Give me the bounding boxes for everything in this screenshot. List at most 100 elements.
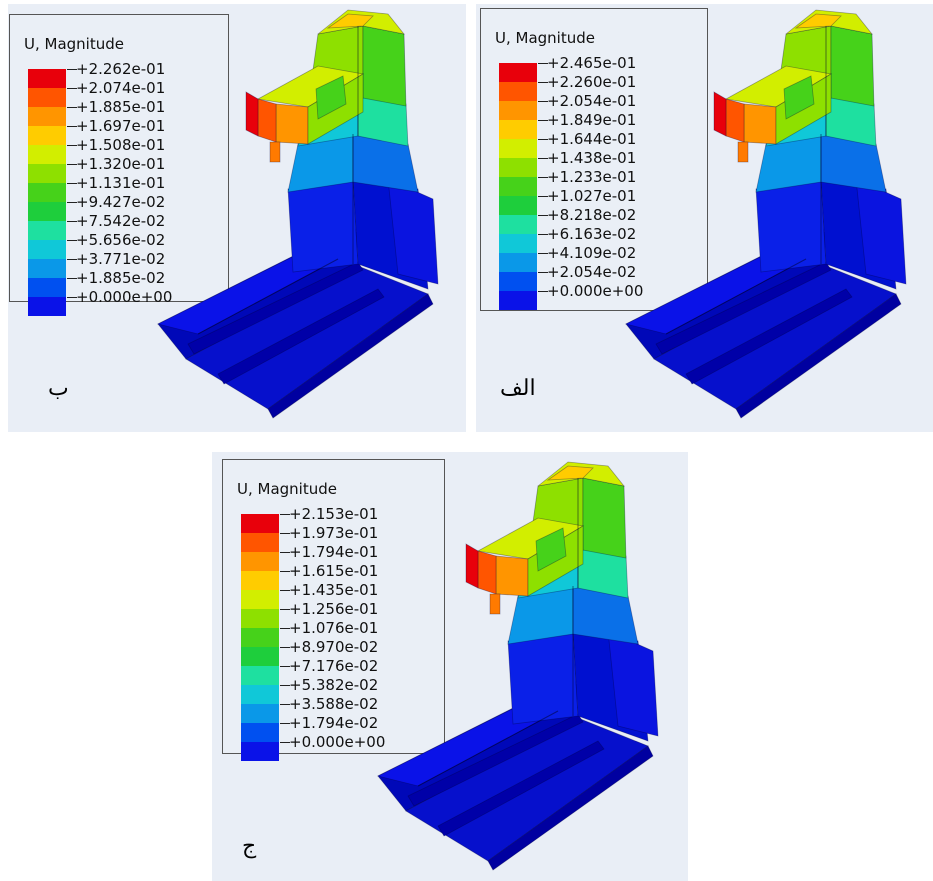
legend-swatch — [241, 647, 279, 666]
legend-tick-label: +2.074e-01 — [76, 79, 166, 97]
legend-tick-label: +6.163e-02 — [547, 225, 637, 243]
spindle-tool — [489, 593, 501, 615]
legend-tick — [67, 88, 77, 89]
column-lower-left — [507, 630, 579, 725]
base-feet — [735, 293, 902, 419]
legend-tick-label: +8.218e-02 — [547, 206, 637, 224]
legend-tick — [280, 742, 290, 743]
legend-swatch — [241, 552, 279, 571]
column-mid-right — [572, 585, 639, 645]
legend-tick — [538, 82, 548, 83]
column-lower-left — [755, 178, 827, 273]
legend-swatch — [241, 666, 279, 685]
legend-swatch — [499, 234, 537, 253]
base-rail — [407, 713, 584, 807]
head-side-near — [257, 98, 277, 143]
legend-tick — [67, 126, 77, 127]
head-front — [245, 91, 259, 137]
legend-swatch — [28, 88, 66, 107]
legend-box: U, Magnitude +2.153e-01 +1.973e-01 +1.794e… — [222, 459, 445, 761]
legend-tick — [280, 647, 290, 648]
legend-tick-label: +2.153e-01 — [289, 505, 379, 523]
legend-swatch — [241, 742, 279, 761]
legend-tick-label: +2.262e-01 — [76, 60, 166, 78]
legend-swatch — [499, 120, 537, 139]
machine-model — [624, 9, 907, 419]
column-base-block — [387, 178, 439, 285]
legend-tick — [280, 685, 290, 686]
legend-tick-label: +1.849e-01 — [547, 111, 637, 129]
legend-swatch — [499, 82, 537, 101]
spindle-tool — [737, 141, 749, 163]
column-base-block — [855, 178, 907, 285]
legend-swatch — [28, 221, 66, 240]
legend-swatch — [28, 297, 66, 316]
column-top-right — [582, 477, 627, 559]
legend-tick-label: +3.588e-02 — [289, 695, 379, 713]
contour-panel-alef: U, Magnitude +2.465e-01 +2.260e-01 +2.054e… — [476, 4, 933, 432]
legend-tick-label: +5.382e-02 — [289, 676, 379, 694]
panel-label: ب — [48, 376, 69, 401]
legend-swatch — [28, 126, 66, 145]
legend-tick-label: +1.644e-01 — [547, 130, 637, 148]
legend-tick — [67, 107, 77, 108]
legend-tick-label: +1.320e-01 — [76, 155, 166, 173]
legend-tick — [67, 240, 77, 241]
base-rail — [437, 740, 605, 837]
legend-tick — [280, 704, 290, 705]
column-mid-right — [352, 133, 419, 193]
legend-tick-label: +4.109e-02 — [547, 244, 637, 262]
contour-panel-b: U, Magnitude +2.262e-01 +2.074e-01 +1.885e… — [8, 4, 466, 432]
legend-tick-label: +0.000e+00 — [547, 282, 644, 300]
panel-label: الف — [500, 376, 536, 401]
legend-tick — [538, 158, 548, 159]
legend-tick-label: +7.176e-02 — [289, 657, 379, 675]
head-front — [713, 91, 727, 137]
base-edge-line — [197, 258, 339, 335]
legend-tick — [538, 101, 548, 102]
legend-tick — [67, 278, 77, 279]
legend-tick — [67, 164, 77, 165]
legend-swatch — [28, 69, 66, 88]
legend-swatch — [499, 291, 537, 310]
base-feet — [487, 745, 654, 871]
spindle-tool — [269, 141, 281, 163]
legend-swatch — [499, 63, 537, 82]
legend-tick-label: +1.233e-01 — [547, 168, 637, 186]
legend-tick-label: +1.435e-01 — [289, 581, 379, 599]
legend-swatch — [28, 145, 66, 164]
head-side-mid — [743, 103, 777, 145]
column-lower-left — [287, 178, 359, 273]
contour-panel-jim: U, Magnitude +2.153e-01 +1.973e-01 +1.794e… — [212, 452, 688, 881]
legend-swatch — [499, 272, 537, 291]
column-cap-highlight — [546, 465, 594, 481]
head-front — [465, 543, 479, 589]
base-rail — [187, 261, 364, 355]
legend-tick-label: +5.656e-02 — [76, 231, 166, 249]
column-base-block — [607, 630, 659, 737]
base-rail — [685, 288, 853, 385]
legend-swatch — [28, 240, 66, 259]
head-rib — [535, 527, 567, 572]
legend-swatch — [241, 609, 279, 628]
legend-tick-label: +2.465e-01 — [547, 54, 637, 72]
column-cap-highlight — [326, 13, 374, 29]
head-rib — [315, 75, 347, 120]
legend-tick — [280, 533, 290, 534]
base-edge-line — [665, 258, 807, 335]
legend-swatch — [499, 253, 537, 272]
base-rail — [217, 288, 385, 385]
legend-tick — [538, 253, 548, 254]
legend-tick — [67, 202, 77, 203]
legend-tick — [538, 196, 548, 197]
legend-tick — [538, 177, 548, 178]
legend-swatch — [499, 139, 537, 158]
legend-box: U, Magnitude +2.465e-01 +2.260e-01 +2.054e… — [480, 8, 708, 311]
legend-swatch — [499, 101, 537, 120]
legend-swatch — [241, 533, 279, 552]
legend-tick-label: +2.260e-01 — [547, 73, 637, 91]
legend-tick-label: +7.542e-02 — [76, 212, 166, 230]
legend-tick — [67, 183, 77, 184]
legend-tick — [280, 609, 290, 610]
head-side-near — [725, 98, 745, 143]
